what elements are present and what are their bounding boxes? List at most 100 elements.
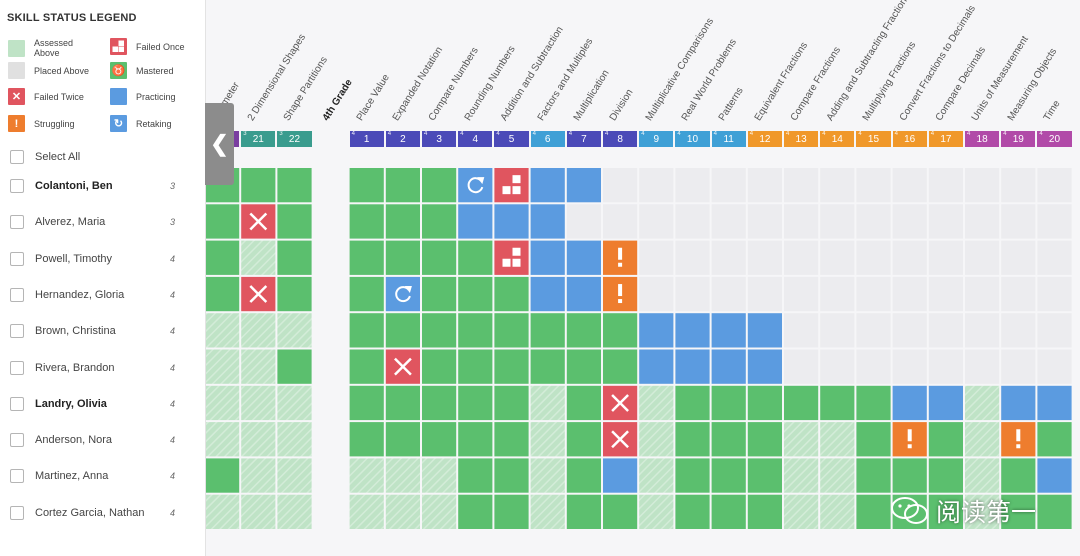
- skill-cell-A[interactable]: [639, 494, 674, 529]
- skill-cell-P[interactable]: [711, 313, 746, 348]
- skill-cell-R[interactable]: [385, 276, 420, 312]
- skill-cell-M[interactable]: [928, 422, 963, 457]
- skill-cell-P[interactable]: [1037, 458, 1072, 493]
- student-row[interactable]: Martinez, Anna 4: [0, 458, 205, 494]
- skill-cell-M[interactable]: [675, 422, 710, 457]
- skill-cell-A[interactable]: [639, 385, 674, 421]
- skill-cell-M[interactable]: [566, 422, 601, 457]
- student-checkbox[interactable]: [10, 433, 24, 448]
- skill-cell-M[interactable]: [385, 385, 420, 421]
- skill-cell-A[interactable]: [530, 385, 565, 421]
- skill-cell-empty[interactable]: [675, 204, 710, 239]
- skill-cell-empty[interactable]: [784, 313, 819, 348]
- skill-cell-A[interactable]: [205, 422, 240, 457]
- skill-cell-A[interactable]: [820, 422, 855, 457]
- skill-cell-empty[interactable]: [1001, 313, 1036, 348]
- skill-cell-M[interactable]: [385, 240, 420, 275]
- skill-cell-F1[interactable]: [494, 240, 529, 275]
- skill-cell-empty[interactable]: [928, 204, 963, 239]
- student-row[interactable]: Brown, Christina 4: [0, 313, 205, 349]
- skill-cell-M[interactable]: [205, 240, 240, 275]
- skill-cell-M[interactable]: [530, 313, 565, 348]
- skill-cell-A[interactable]: [241, 349, 276, 384]
- skill-cell-M[interactable]: [494, 385, 529, 421]
- skill-cell-empty[interactable]: [675, 168, 710, 203]
- skill-cell-empty[interactable]: [856, 168, 891, 203]
- skill-cell-A[interactable]: [277, 458, 312, 493]
- skill-number-box[interactable]: 4 18: [965, 131, 1000, 147]
- skill-cell-P[interactable]: [639, 349, 674, 384]
- skill-cell-M[interactable]: [784, 385, 819, 421]
- skill-cell-M[interactable]: [422, 204, 457, 239]
- skill-cell-empty[interactable]: [928, 349, 963, 384]
- skill-cell-M[interactable]: [566, 385, 601, 421]
- skill-cell-A[interactable]: [277, 494, 312, 529]
- skill-cell-S[interactable]: [603, 240, 638, 275]
- skill-cell-P[interactable]: [1001, 385, 1036, 421]
- skill-cell-A[interactable]: [820, 458, 855, 493]
- skill-cell-empty[interactable]: [711, 240, 746, 275]
- skill-cell-empty[interactable]: [1037, 349, 1072, 384]
- skill-cell-M[interactable]: [747, 385, 782, 421]
- skill-cell-P[interactable]: [892, 385, 927, 421]
- student-row[interactable]: Anderson, Nora 4: [0, 422, 205, 458]
- skill-number-box[interactable]: 4 20: [1037, 131, 1072, 147]
- skill-cell-M[interactable]: [277, 240, 312, 275]
- skill-cell-M[interactable]: [349, 422, 384, 457]
- student-checkbox[interactable]: [10, 324, 24, 339]
- skill-cell-empty[interactable]: [639, 240, 674, 275]
- skill-cell-M[interactable]: [458, 313, 493, 348]
- skill-cell-M[interactable]: [856, 422, 891, 457]
- skill-cell-A[interactable]: [530, 494, 565, 529]
- skill-cell-empty[interactable]: [928, 313, 963, 348]
- student-row[interactable]: Alverez, Maria 3: [0, 204, 205, 240]
- skill-number-box[interactable]: 3 21: [241, 131, 276, 147]
- skill-cell-S[interactable]: [603, 276, 638, 312]
- skill-cell-A[interactable]: [784, 422, 819, 457]
- skill-cell-M[interactable]: [241, 168, 276, 203]
- skill-cell-M[interactable]: [458, 422, 493, 457]
- skill-cell-A[interactable]: [639, 458, 674, 493]
- skill-cell-M[interactable]: [603, 349, 638, 384]
- skill-cell-M[interactable]: [205, 204, 240, 239]
- skill-cell-P[interactable]: [747, 349, 782, 384]
- skill-number-box[interactable]: 4 16: [892, 131, 927, 147]
- skill-cell-M[interactable]: [385, 422, 420, 457]
- skill-cell-empty[interactable]: [711, 276, 746, 312]
- skill-cell-empty[interactable]: [747, 168, 782, 203]
- skill-cell-P[interactable]: [494, 204, 529, 239]
- skill-cell-empty[interactable]: [1001, 204, 1036, 239]
- skill-cell-M[interactable]: [566, 494, 601, 529]
- skill-cell-P[interactable]: [928, 385, 963, 421]
- skill-cell-M[interactable]: [675, 494, 710, 529]
- skill-cell-M[interactable]: [928, 494, 963, 529]
- skill-cell-M[interactable]: [711, 422, 746, 457]
- skill-cell-M[interactable]: [856, 494, 891, 529]
- skill-cell-P[interactable]: [566, 276, 601, 312]
- skill-cell-P[interactable]: [566, 168, 601, 203]
- skill-cell-M[interactable]: [349, 349, 384, 384]
- skill-cell-A[interactable]: [277, 313, 312, 348]
- skill-cell-P[interactable]: [711, 349, 746, 384]
- skill-cell-M[interactable]: [349, 204, 384, 239]
- skill-cell-P[interactable]: [639, 313, 674, 348]
- skill-cell-A[interactable]: [241, 313, 276, 348]
- skill-cell-empty[interactable]: [784, 168, 819, 203]
- skill-cell-M[interactable]: [494, 494, 529, 529]
- skill-cell-empty[interactable]: [1001, 240, 1036, 275]
- skill-cell-A[interactable]: [241, 458, 276, 493]
- skill-number-box[interactable]: 4 13: [784, 131, 819, 147]
- skill-number-box[interactable]: 4 19: [1001, 131, 1036, 147]
- skill-cell-M[interactable]: [603, 494, 638, 529]
- skill-cell-F2[interactable]: [603, 385, 638, 421]
- skill-number-box[interactable]: 4 10: [675, 131, 710, 147]
- skill-cell-M[interactable]: [892, 458, 927, 493]
- skill-cell-P[interactable]: [530, 168, 565, 203]
- skill-cell-F2[interactable]: [385, 349, 420, 384]
- skill-cell-M[interactable]: [1001, 458, 1036, 493]
